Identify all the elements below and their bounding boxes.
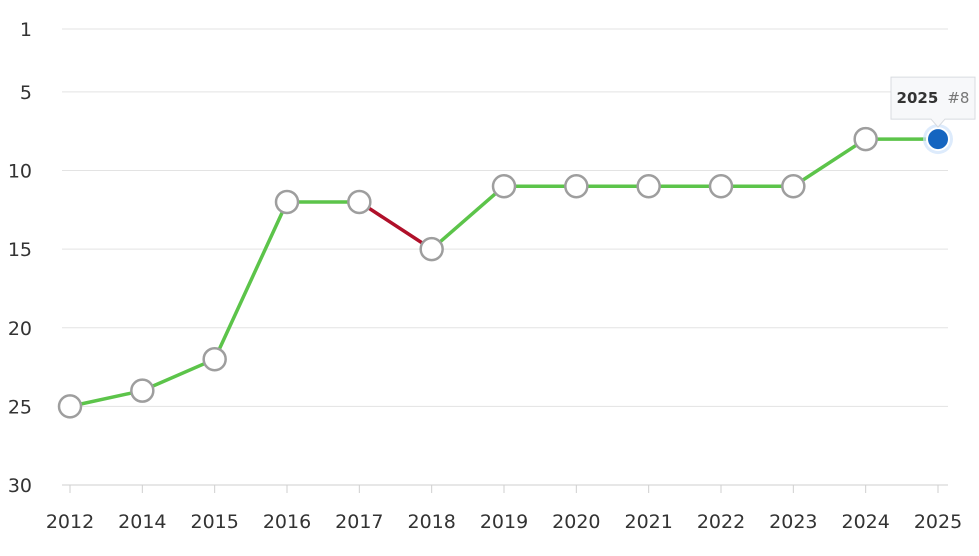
data-point[interactable] [853, 126, 878, 152]
y-tick-label: 15 [8, 239, 32, 261]
x-tick-label: 2014 [118, 511, 166, 533]
x-tick-label: 2025 [914, 511, 962, 533]
x-axis: 2012 2014 2015 2016 2017 2018 2019 2020 2021 2022… [46, 484, 962, 533]
series-segment [791, 137, 868, 188]
tooltip-box [890, 76, 976, 128]
series-segment [140, 357, 217, 393]
x-tick-label: 2016 [263, 511, 311, 533]
tooltip-rank: #8 [947, 89, 969, 107]
data-point-highlighted[interactable] [926, 127, 950, 152]
y-tick-label: 1 [20, 19, 32, 41]
data-point[interactable] [636, 173, 661, 199]
data-point[interactable] [491, 173, 517, 199]
x-tick-label: 2023 [769, 511, 817, 533]
y-tick-label: 25 [8, 396, 32, 418]
data-point[interactable] [419, 236, 444, 262]
data-point[interactable] [274, 189, 300, 215]
x-tick-label: 2024 [841, 511, 889, 533]
tooltip: 2025 #8 [890, 76, 976, 128]
x-tick-label: 2018 [407, 511, 455, 533]
data-point[interactable] [708, 173, 734, 199]
data-point[interactable] [781, 173, 806, 199]
series-points [57, 124, 953, 419]
series-segment [212, 200, 289, 361]
tooltip-text: 2025 #8 [897, 88, 970, 107]
y-tick-label: 20 [8, 318, 32, 340]
x-tick-label: 2012 [46, 511, 94, 533]
data-point[interactable] [202, 346, 227, 372]
x-tick-label: 2015 [190, 511, 238, 533]
series-segment [68, 388, 145, 409]
y-tick-label: 10 [8, 161, 32, 183]
data-point[interactable] [564, 173, 589, 199]
grid-layer [62, 28, 948, 407]
series-segment [357, 200, 434, 251]
y-tick-label: 30 [8, 475, 32, 497]
x-tick-label: 2022 [697, 511, 745, 533]
data-point[interactable] [130, 378, 155, 403]
x-tick-label: 2021 [624, 511, 672, 533]
series-segment [429, 184, 506, 251]
data-point[interactable] [57, 394, 83, 419]
x-tick-label: 2019 [480, 511, 528, 533]
y-tick-label: 5 [20, 82, 32, 104]
tooltip-year: 2025 [897, 89, 939, 107]
data-point[interactable] [347, 189, 372, 215]
x-tick-label: 2020 [552, 511, 600, 533]
x-tick-label: 2017 [335, 511, 383, 533]
